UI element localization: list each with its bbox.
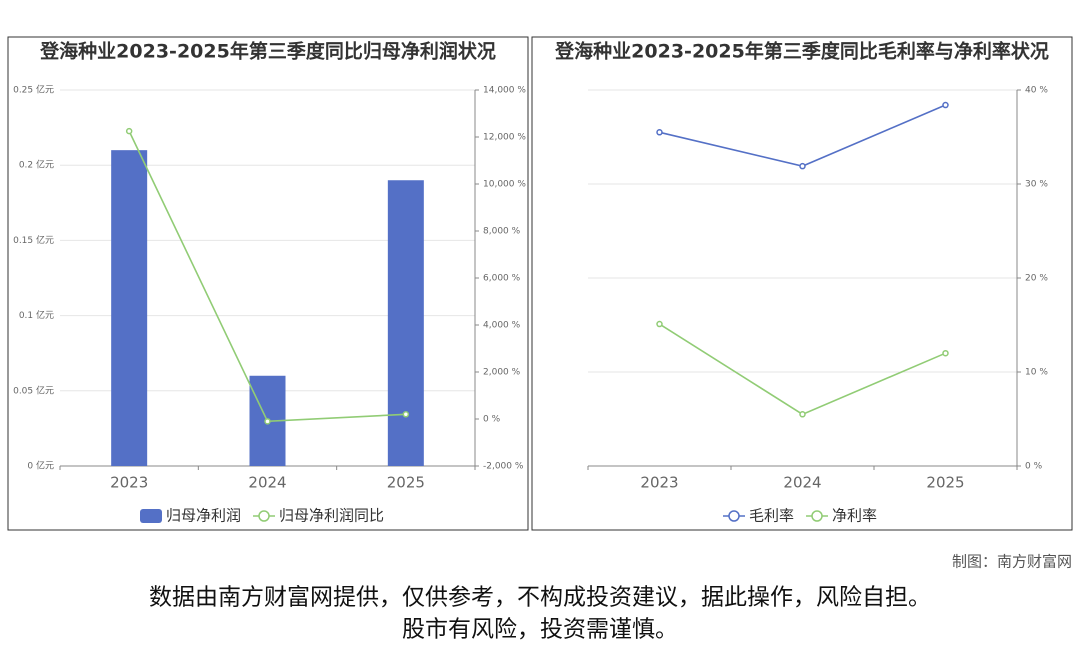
y-tick-label: 10 % bbox=[1025, 368, 1048, 378]
legend-swatch bbox=[811, 510, 823, 522]
x-tick-label: 2024 bbox=[248, 474, 286, 492]
legend-swatch bbox=[140, 509, 162, 523]
legend-label: 毛利率 bbox=[749, 507, 794, 525]
panel-border bbox=[7, 36, 529, 531]
y-tick-label: 0 亿元 bbox=[27, 460, 54, 472]
x-tick-label: 2025 bbox=[387, 474, 425, 492]
y2-tick-label: 10,000 % bbox=[483, 180, 526, 190]
y2-tick-label: 12,000 % bbox=[483, 133, 526, 143]
y-tick-label: 30 % bbox=[1025, 180, 1048, 190]
disclaimer: 数据由南方财富网提供，仅供参考，不构成投资建议，据此操作，风险自担。 bbox=[149, 585, 931, 611]
y-tick-label: 0.2 亿元 bbox=[19, 159, 54, 171]
point bbox=[942, 101, 949, 109]
y2-tick-label: 4,000 % bbox=[483, 321, 521, 331]
bar bbox=[111, 150, 148, 466]
point bbox=[799, 162, 806, 170]
point bbox=[799, 411, 806, 418]
legend-label: 归母净利润同比 bbox=[279, 507, 384, 525]
disclaimer: 股市有风险，投资需谨慎。 bbox=[402, 617, 678, 643]
point bbox=[942, 349, 949, 357]
y-tick-label: 0.25 亿元 bbox=[13, 84, 54, 96]
chart-title: 登海种业2023-2025年第三季度同比毛利率与净利率状况 bbox=[554, 40, 1049, 63]
y-tick-label: 20 % bbox=[1025, 274, 1048, 284]
y-tick-label: 0.05 亿元 bbox=[13, 384, 54, 396]
point bbox=[264, 418, 271, 425]
y2-tick-label: 8,000 % bbox=[483, 227, 521, 237]
y-tick-label: 0.15 亿元 bbox=[13, 234, 54, 246]
legend-label: 净利率 bbox=[832, 507, 877, 525]
y2-tick-label: -2,000 % bbox=[483, 462, 524, 472]
x-tick-label: 2023 bbox=[110, 474, 148, 492]
y-tick-label: 0.1 亿元 bbox=[19, 309, 54, 321]
y-tick-label: 40 % bbox=[1025, 86, 1048, 96]
legend-label: 归母净利润 bbox=[166, 507, 241, 525]
y2-tick-label: 6,000 % bbox=[483, 274, 521, 284]
point bbox=[656, 129, 663, 136]
y2-tick-label: 2,000 % bbox=[483, 368, 521, 378]
chart: 登海种业2023-2025年第三季度同比归母净利润状况 0 亿元 0.05 亿元 0.… bbox=[13, 40, 526, 525]
chart-title: 登海种业2023-2025年第三季度同比归母净利润状况 bbox=[39, 40, 496, 63]
x-tick-label: 2025 bbox=[926, 474, 964, 492]
point bbox=[125, 127, 133, 135]
point bbox=[656, 320, 663, 328]
y-tick-label: 0 % bbox=[1025, 462, 1043, 472]
series-line bbox=[659, 104, 946, 167]
credit: 制图：南方财富网 bbox=[952, 553, 1072, 571]
x-tick-label: 2023 bbox=[640, 474, 678, 492]
series-line bbox=[659, 323, 946, 416]
x-tick-label: 2024 bbox=[783, 474, 821, 492]
bar bbox=[387, 180, 424, 467]
legend-swatch bbox=[728, 510, 740, 522]
panel-border bbox=[531, 36, 1073, 531]
y2-tick-label: 0 % bbox=[483, 415, 501, 425]
legend-swatch bbox=[258, 510, 270, 522]
y2-tick-label: 14,000 % bbox=[483, 86, 526, 96]
point bbox=[402, 411, 410, 418]
chart: 登海种业2023-2025年第三季度同比毛利率与净利率状况 0 % 10 % 20 %… bbox=[554, 40, 1049, 525]
